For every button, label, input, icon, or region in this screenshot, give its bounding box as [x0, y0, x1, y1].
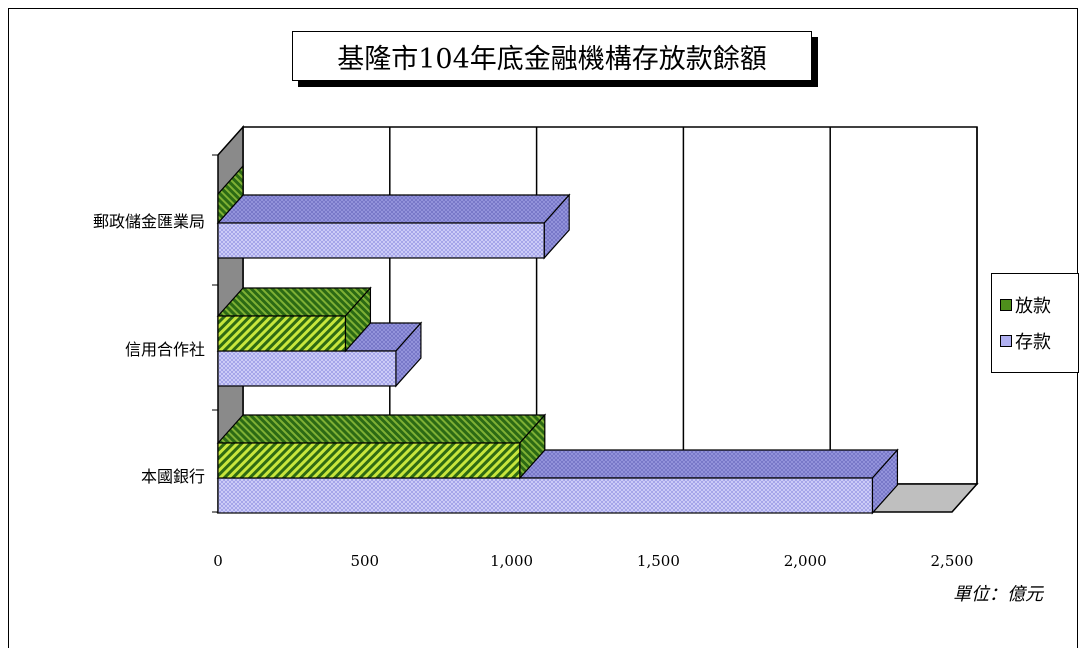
bar-deposit — [217, 350, 397, 387]
x-tick-label: 0 — [213, 552, 223, 570]
floor-gridline — [951, 483, 978, 513]
bar-loan — [217, 315, 347, 352]
legend-item-deposit: 存款 — [992, 323, 1078, 359]
unit-label: 單位：億元 — [953, 584, 1045, 605]
legend-item-loan: 放款 — [992, 287, 1078, 323]
chart-title-box: 基隆市104年底金融機構存放款餘額 — [292, 31, 812, 81]
legend-swatch-deposit — [1000, 335, 1012, 347]
bar-loan — [217, 442, 521, 479]
bar-loan-top — [216, 287, 372, 317]
legend: 放款 存款 — [991, 273, 1079, 373]
x-tick-label: 1,500 — [637, 552, 680, 570]
category-label: 信用合作社 — [125, 340, 205, 359]
legend-label-deposit: 存款 — [1015, 332, 1051, 353]
bar-deposit-top — [216, 194, 571, 224]
legend-label-loan: 放款 — [1015, 296, 1051, 317]
x-tick-label: 2,500 — [931, 552, 974, 570]
bar-loan-top — [216, 414, 547, 444]
category-label: 本國銀行 — [141, 467, 205, 486]
x-tick-label: 1,000 — [490, 552, 533, 570]
chart-title: 基隆市104年底金融機構存放款餘額 — [337, 43, 767, 75]
x-tick-label: 2,000 — [784, 552, 827, 570]
bar-loan-zero — [217, 164, 244, 225]
x-tick-label: 500 — [350, 552, 379, 570]
category-label: 郵政儲金匯業局 — [93, 212, 205, 231]
bar-deposit — [217, 222, 545, 259]
legend-swatch-loan — [1000, 299, 1012, 311]
bar-deposit — [217, 477, 874, 514]
